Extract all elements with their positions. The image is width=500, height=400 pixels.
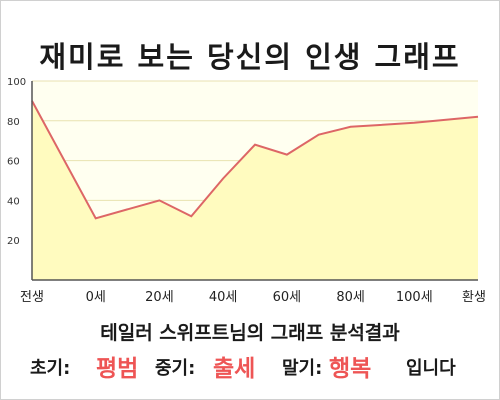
y-tick-label-60: 60 [7,157,20,168]
middle-value: 출세 [213,356,256,382]
x-tick-label-1: 0세 [86,290,106,305]
early-label: 초기: [30,358,71,379]
y-tick-label-40: 40 [7,196,20,207]
x-tick-label-5: 80세 [336,290,365,305]
late-value: 행복 [329,356,372,382]
y-tick-label-80: 80 [7,117,20,128]
x-tick-label-0: 전생 [20,290,44,305]
area-fill [32,100,478,281]
x-tick-label-7: 환생 [462,290,486,305]
x-tick-labels: 전생 0세 20세 40세 60세 80세 100세 환생 [20,290,486,305]
ending-text: 입니다 [406,358,456,379]
late-label: 말기: [282,358,323,379]
series-line [31,100,479,220]
x-tick-label-6: 100세 [396,290,433,305]
x-tick-label-3: 40세 [209,290,238,305]
analysis-heading: 테일러 스위프트님의 그래프 분석결과 [100,322,400,344]
x-tick-label-4: 60세 [273,290,302,305]
y-tick-label-100: 100 [7,77,26,88]
y-tick-labels: 20 40 60 80 100 [7,77,26,247]
chart-title: 재미로 보는 당신의 인생 그래프 [39,40,461,74]
y-tick-label-20: 20 [7,236,20,247]
middle-label: 중기: [155,358,196,379]
early-value: 평범 [96,356,139,382]
x-tick-label-2: 20세 [145,290,174,305]
